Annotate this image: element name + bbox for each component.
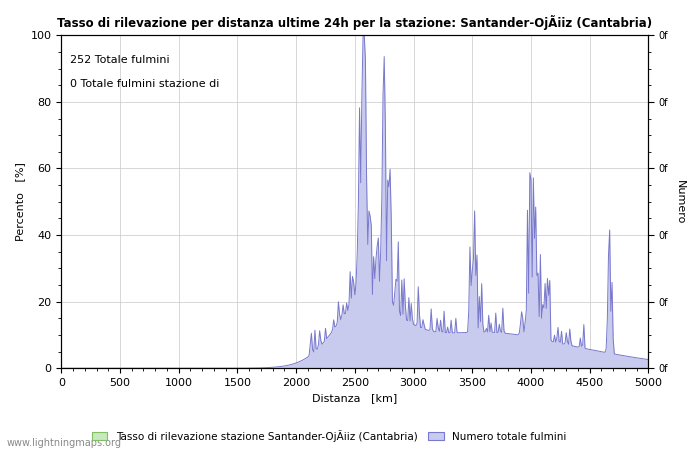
Title: Tasso di rilevazione per distanza ultime 24h per la stazione: Santander-OjÃiiz (: Tasso di rilevazione per distanza ultime… xyxy=(57,15,652,30)
Text: 252 Totale fulmini: 252 Totale fulmini xyxy=(70,55,169,65)
Y-axis label: Numero: Numero xyxy=(675,180,685,224)
Text: 0 Totale fulmini stazione di: 0 Totale fulmini stazione di xyxy=(70,79,220,89)
Legend: Tasso di rilevazione stazione Santander-OjÃiiz (Cantabria), Numero totale fulmin: Tasso di rilevazione stazione Santander-… xyxy=(89,427,569,445)
Text: www.lightningmaps.org: www.lightningmaps.org xyxy=(7,438,122,448)
X-axis label: Distanza   [km]: Distanza [km] xyxy=(312,393,398,404)
Y-axis label: Percento   [%]: Percento [%] xyxy=(15,162,25,241)
